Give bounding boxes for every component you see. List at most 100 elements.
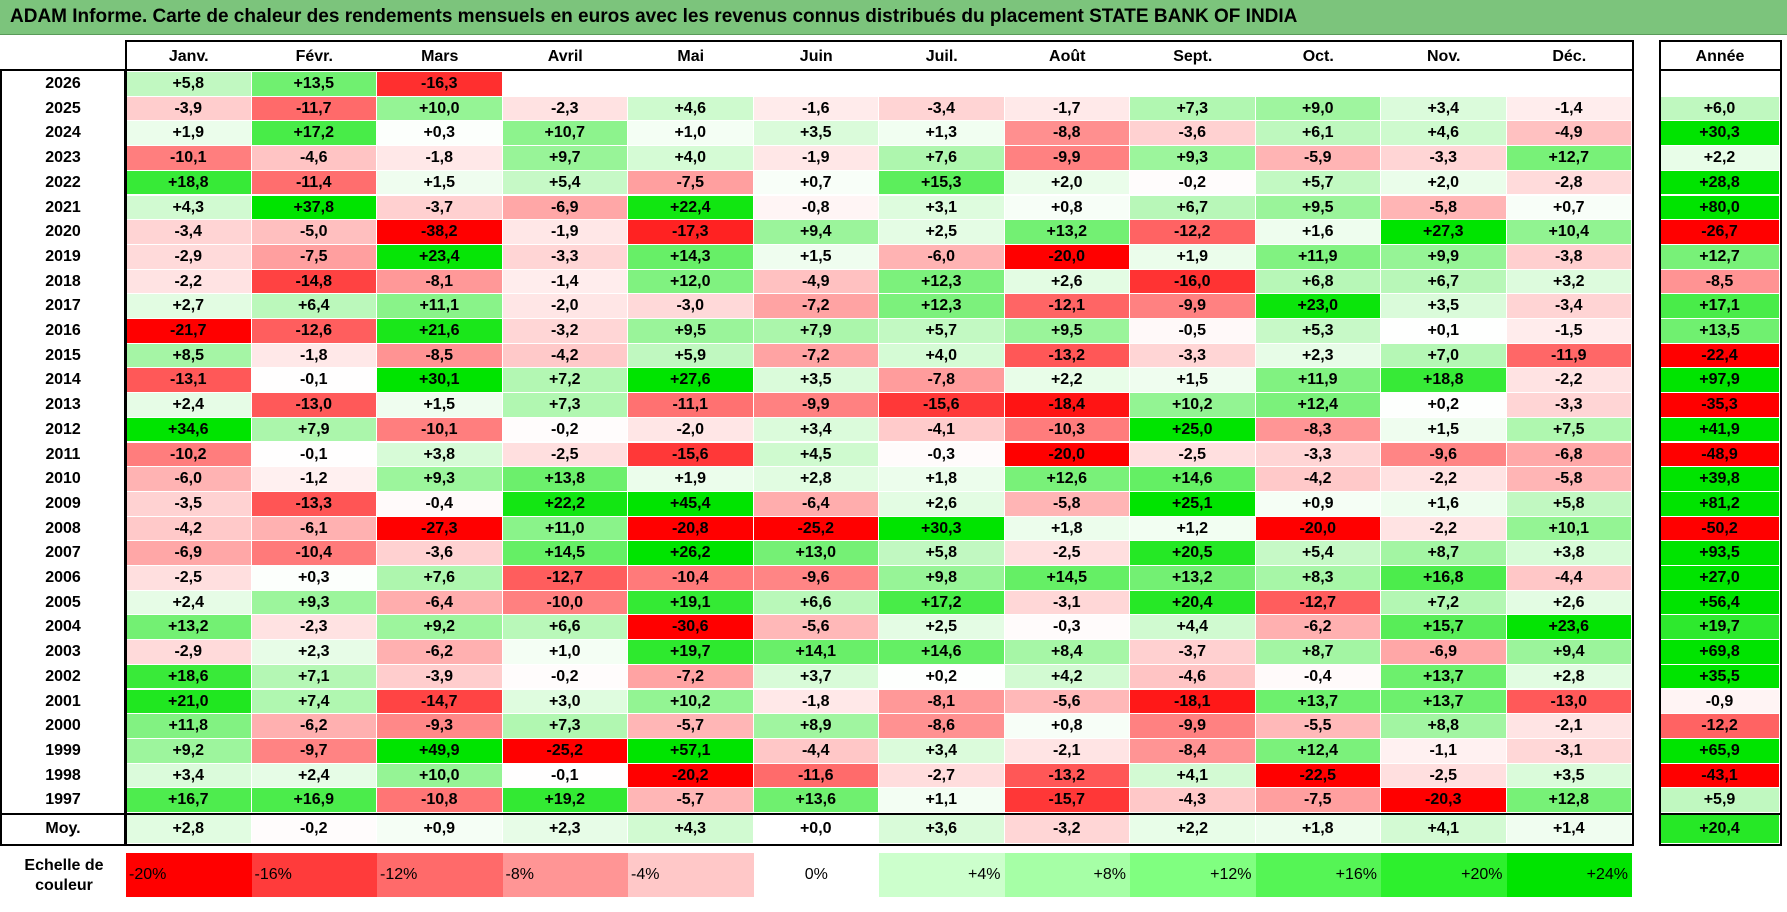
heatmap-cell: +7,2: [502, 368, 628, 394]
heatmap-cell: +9,5: [628, 319, 754, 344]
heatmap-cell: -3,6: [377, 541, 503, 566]
heatmap-cell: -3,4: [1506, 294, 1632, 319]
heatmap-cell: +9,5: [1004, 319, 1130, 344]
heatmap-cell: -13,0: [251, 393, 377, 418]
annual-cell: +39,8: [1660, 467, 1780, 492]
year-label: 2017: [45, 297, 81, 315]
heatmap-cell: -6,2: [1255, 615, 1381, 641]
heatmap-cell: +5,3: [1255, 319, 1381, 344]
average-cell: -3,2: [1004, 815, 1130, 844]
heatmap-cell: -1,4: [1506, 96, 1632, 122]
header-separator: [126, 69, 1632, 71]
heatmap-cell: +9,2: [126, 738, 252, 764]
heatmap-cell: -2,0: [502, 294, 628, 319]
heatmap-cell: -0,4: [377, 491, 503, 517]
heatmap-cell: -3,3: [502, 244, 628, 270]
heatmap-cell: +3,0: [502, 689, 628, 715]
heatmap-cell: +2,4: [251, 763, 377, 789]
month-header: Juil.: [925, 48, 958, 65]
heatmap-cell: -10,4: [251, 541, 377, 566]
heatmap-cell: -10,4: [628, 566, 754, 591]
annual-cell: +2,2: [1660, 146, 1780, 171]
heatmap-cell: +1,0: [628, 121, 754, 147]
heatmap-cell: -6,9: [1381, 640, 1507, 665]
heatmap-cell: [1506, 72, 1632, 97]
heatmap-cell: -5,8: [1004, 491, 1130, 517]
heatmap-cell: +3,4: [879, 738, 1005, 764]
heatmap-cell: +7,4: [251, 689, 377, 715]
average-cell: +2,8: [126, 815, 252, 844]
annual-cell: +35,5: [1660, 664, 1780, 690]
year-label: 2007: [45, 544, 81, 562]
annual-cell: -0,9: [1660, 689, 1780, 715]
heatmap-cell: +3,8: [377, 442, 503, 468]
month-header: Avril: [547, 48, 583, 65]
heatmap-cell: +49,9: [377, 738, 503, 764]
heatmap-cell: -7,5: [1255, 788, 1381, 813]
heatmap-cell: -0,4: [1255, 664, 1381, 690]
heatmap-cell: -4,1: [879, 417, 1005, 443]
heatmap-cell: +3,5: [753, 121, 879, 147]
heatmap-cell: +7,3: [502, 714, 628, 739]
annual-cell: +19,7: [1660, 615, 1780, 641]
heatmap-cell: +3,4: [1381, 96, 1507, 122]
heatmap-cell: -6,2: [251, 714, 377, 739]
scale-swatch: +24%: [1506, 853, 1632, 897]
heatmap-cell: +2,3: [251, 640, 377, 665]
heatmap-cell: -2,5: [1004, 541, 1130, 566]
heatmap-cell: -20,2: [628, 763, 754, 789]
heatmap-cell: -3,7: [1130, 640, 1256, 665]
heatmap-cell: +6,1: [1255, 121, 1381, 147]
heatmap-cell: +23,6: [1506, 615, 1632, 641]
heatmap-cell: -2,2: [1381, 467, 1507, 492]
heatmap-cell: +22,2: [502, 491, 628, 517]
heatmap-cell: -10,2: [126, 442, 252, 468]
heatmap-cell: +5,7: [1255, 170, 1381, 196]
heatmap-cell: -5,8: [1381, 195, 1507, 221]
heatmap-cell: -1,4: [502, 269, 628, 295]
year-label: 1997: [45, 791, 81, 809]
month-header: Mars: [421, 48, 459, 65]
heatmap-cell: +7,3: [502, 393, 628, 418]
heatmap-cell: -2,1: [1506, 714, 1632, 739]
heatmap-cell: +0,9: [1255, 491, 1381, 517]
heatmap-cell: -2,0: [628, 417, 754, 443]
heatmap-cell: +19,7: [628, 640, 754, 665]
heatmap-cell: -8,1: [377, 269, 503, 295]
heatmap-cell: +2,6: [879, 491, 1005, 517]
year-label: 2008: [45, 519, 81, 537]
heatmap-cell: -12,6: [251, 319, 377, 344]
year-label: 2020: [45, 223, 81, 241]
heatmap-cell: -2,5: [1130, 442, 1256, 468]
heatmap-cell: +16,7: [126, 788, 252, 813]
heatmap-cell: [628, 72, 754, 97]
scale-swatch: -12%: [377, 853, 503, 897]
heatmap-cell: -22,5: [1255, 763, 1381, 789]
heatmap-cell: +2,8: [1506, 664, 1632, 690]
heatmap-cell: +14,1: [753, 640, 879, 665]
annual-cell: -35,3: [1660, 393, 1780, 418]
heatmap-cell: -4,2: [126, 516, 252, 542]
heatmap-cell: -14,8: [251, 269, 377, 295]
heatmap-cell: +2,2: [1004, 368, 1130, 394]
average-separator: [0, 813, 1634, 815]
heatmap-cell: -8,8: [1004, 121, 1130, 147]
annual-cell: -8,5: [1660, 269, 1780, 295]
heatmap-cell: -7,8: [879, 368, 1005, 394]
heatmap-cell: -9,9: [1130, 714, 1256, 739]
heatmap-cell: -1,2: [251, 467, 377, 492]
heatmap-cell: +34,6: [126, 417, 252, 443]
heatmap-cell: +57,1: [628, 738, 754, 764]
heatmap-cell: -12,2: [1130, 220, 1256, 245]
annual-cell: -12,2: [1660, 714, 1780, 739]
heatmap-cell: +7,6: [377, 566, 503, 591]
heatmap-cell: +27,3: [1381, 220, 1507, 245]
heatmap-cell: -0,3: [1004, 615, 1130, 641]
heatmap-cell: -13,2: [1004, 343, 1130, 369]
heatmap-cell: +9,7: [502, 146, 628, 171]
heatmap-cell: +1,5: [377, 170, 503, 196]
heatmap-cell: -1,6: [753, 96, 879, 122]
scale-swatch: 0%: [753, 853, 879, 897]
heatmap-cell: -15,7: [1004, 788, 1130, 813]
heatmap-cell: +15,7: [1381, 615, 1507, 641]
